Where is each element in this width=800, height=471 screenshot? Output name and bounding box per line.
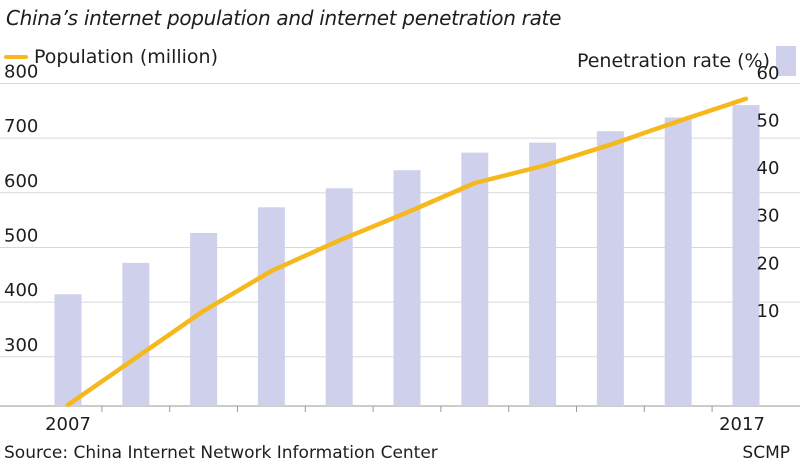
penetration-bar [732, 105, 760, 407]
x-axis-label-end: 2017 [719, 414, 765, 435]
right-axis-tick-label: 20 [757, 253, 780, 274]
x-axis-label-start: 2007 [45, 414, 91, 435]
penetration-bar [54, 294, 82, 406]
right-axis-tick-label: 60 [757, 63, 780, 84]
penetration-bar [664, 117, 692, 406]
left-axis-tick-label: 600 [4, 171, 38, 192]
penetration-bar [393, 170, 421, 406]
penetration-bar [257, 207, 285, 406]
penetration-bar [529, 142, 557, 406]
left-axis-tick-label: 500 [4, 225, 38, 246]
legend-line-swatch [4, 55, 28, 59]
legend-penetration: Penetration rate (%) [577, 46, 796, 76]
right-axis-tick-label: 50 [757, 111, 780, 132]
source-note: Source: China Internet Network Informati… [4, 443, 438, 463]
left-axis-tick-label: 800 [4, 61, 38, 82]
left-axis-tick-label: 300 [4, 335, 38, 356]
left-axis-tick-label: 400 [4, 280, 38, 301]
chart-title: China’s internet population and internet… [6, 6, 562, 30]
legend-bar-swatch [776, 46, 796, 76]
right-axis-tick-label: 40 [757, 158, 780, 179]
legend-population: Population (million) [4, 46, 218, 68]
penetration-bar [461, 152, 489, 406]
penetration-bar [596, 131, 624, 406]
right-axis-tick-label: 30 [757, 206, 780, 227]
legend-population-label: Population (million) [34, 46, 218, 68]
left-axis-tick-label: 700 [4, 116, 38, 137]
right-axis-tick-label: 10 [757, 301, 780, 322]
brand-label: SCMP [742, 443, 790, 463]
penetration-bar [325, 188, 353, 406]
legend-penetration-label: Penetration rate (%) [576, 50, 770, 72]
penetration-bar [122, 262, 150, 406]
